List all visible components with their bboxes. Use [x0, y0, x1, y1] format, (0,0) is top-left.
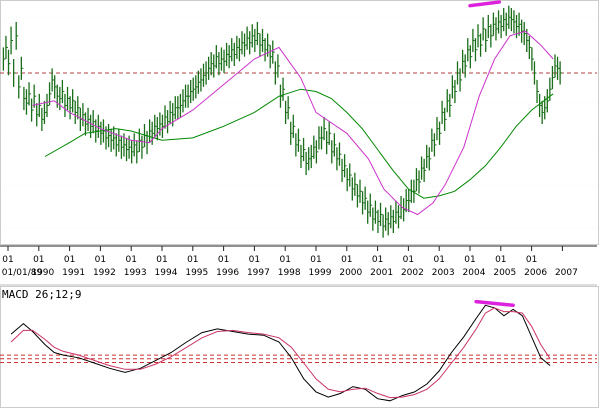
x-tick-label-top: 01 — [526, 255, 537, 265]
price-frame — [0, 0, 599, 245]
x-tick-label-top: 01 — [249, 255, 260, 265]
x-tick-label-top: 01 — [372, 255, 383, 265]
macd-trend-marker — [474, 299, 515, 307]
x-tick-label-top: 01 — [64, 255, 75, 265]
x-tick-label-bottom: 1995 — [185, 268, 208, 278]
x-tick-label-top: 01 — [495, 255, 506, 265]
x-tick-label-top: 01 — [95, 255, 106, 265]
x-tick-label-top: 01 — [156, 255, 167, 265]
price-ma-long-line — [44, 88, 554, 199]
x-tick-label-top: 01 — [341, 255, 352, 265]
x-tick-label-bottom: 2005 — [493, 268, 516, 278]
x-tick-label-top: 01 — [279, 255, 290, 265]
x-tick-label-top: 01 — [464, 255, 475, 265]
price-x-axis: 01 01/01/89 01 1990 01 1991 01 1992 01 1993 01 1994… — [0, 245, 597, 286]
x-tick-label-bottom: 01/01/89 — [2, 268, 43, 278]
x-tick-label-bottom: 1991 — [62, 268, 85, 278]
macd-macd-line — [10, 304, 551, 402]
x-tick-label-bottom: 2002 — [401, 268, 424, 278]
x-tick-label-bottom: 1992 — [93, 268, 116, 278]
x-tick-label-bottom: 1999 — [309, 268, 332, 278]
x-tick-label-bottom: 2000 — [339, 268, 362, 278]
x-tick-label-top: 01 — [310, 255, 321, 265]
price-grid — [0, 0, 599, 245]
x-tick-label-bottom: 2003 — [432, 268, 455, 278]
x-tick-label-top: 01 — [433, 255, 444, 265]
x-tick-label-bottom: 2006 — [524, 268, 547, 278]
macd-signal-line — [10, 307, 551, 399]
x-tick-label-top: 01 — [403, 255, 414, 265]
x-tick-label-top: 01 — [187, 255, 198, 265]
price-moving-averages — [32, 0, 554, 216]
x-tick-label-bottom: 2004 — [463, 268, 486, 278]
x-tick-label-top: 01 — [218, 255, 229, 265]
x-tick-label-bottom: 1996 — [216, 268, 239, 278]
x-tick-label-bottom: 1993 — [124, 268, 147, 278]
x-tick-label-bottom: 2007 — [555, 268, 578, 278]
price-ma-short-line — [32, 30, 554, 216]
x-tick-label-bottom: 1990 — [31, 268, 54, 278]
price-trend-marker — [468, 0, 502, 8]
x-tick-label-bottom: 1998 — [278, 268, 301, 278]
x-tick-label-bottom: 1997 — [247, 268, 270, 278]
x-tick-label-top: 01 — [2, 255, 13, 265]
macd-panel: MACD 26;12;9 — [0, 286, 599, 408]
x-tick-label-bottom: 1994 — [155, 268, 178, 278]
x-tick-label-top: 01 — [125, 255, 136, 265]
price-candles — [2, 5, 563, 238]
macd-frame — [0, 286, 599, 408]
x-tick-label-bottom: 2001 — [370, 268, 393, 278]
x-tick-label-top: 01 — [33, 255, 44, 265]
macd-label: MACD 26;12;9 — [2, 288, 81, 301]
